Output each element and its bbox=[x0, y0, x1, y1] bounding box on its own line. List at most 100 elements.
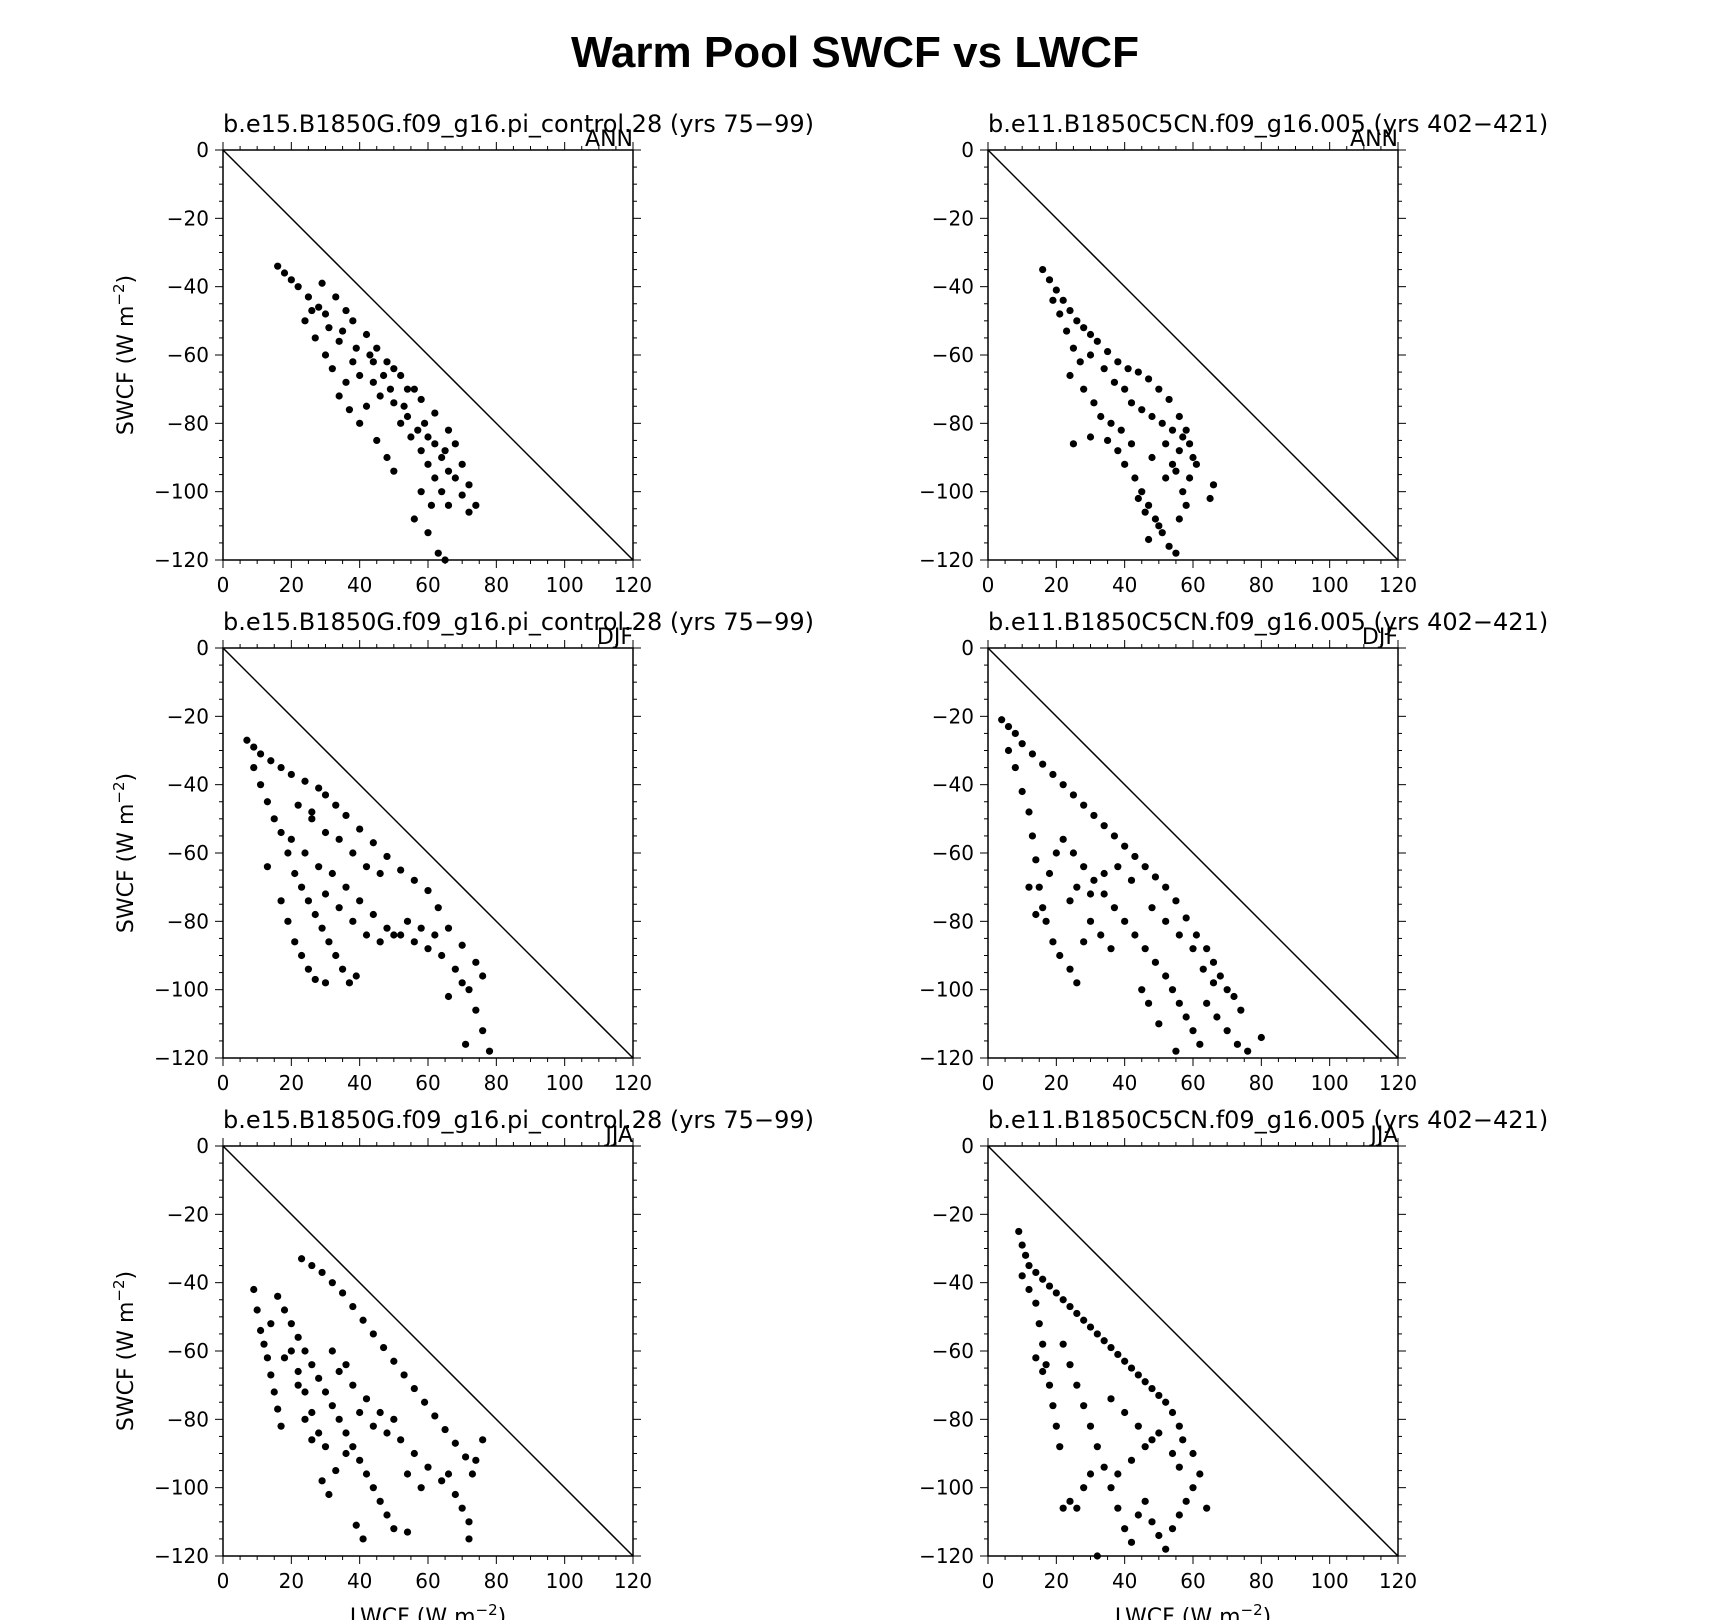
data-point bbox=[400, 1371, 408, 1379]
data-point bbox=[1011, 763, 1019, 772]
y-tick-label: 0 bbox=[961, 636, 974, 660]
data-point bbox=[1052, 849, 1060, 857]
data-point bbox=[1086, 917, 1095, 925]
data-point bbox=[1168, 1449, 1177, 1458]
data-point bbox=[304, 965, 313, 973]
data-point bbox=[342, 1449, 350, 1458]
x-tick-label: 60 bbox=[1180, 1569, 1205, 1593]
data-point bbox=[479, 1027, 487, 1035]
data-point bbox=[1144, 999, 1153, 1007]
data-point bbox=[311, 910, 319, 919]
data-point bbox=[1206, 494, 1214, 503]
season-label: JJA bbox=[603, 1123, 633, 1148]
data-point bbox=[311, 334, 319, 342]
data-point bbox=[461, 1040, 470, 1048]
y-tick-label: −60 bbox=[932, 841, 974, 865]
y-tick-label: −120 bbox=[919, 1544, 974, 1568]
x-tick-label: 40 bbox=[1112, 1071, 1137, 1095]
data-point bbox=[465, 986, 473, 994]
x-tick-label: 80 bbox=[1249, 1071, 1274, 1095]
panel-subtitle: b.e15.B1850G.f09_g16.pi_control.28 (yrs … bbox=[223, 110, 814, 138]
data-point bbox=[332, 1466, 340, 1475]
data-point bbox=[1121, 1408, 1129, 1417]
data-point bbox=[362, 1395, 371, 1403]
data-point bbox=[1114, 1470, 1122, 1478]
data-point bbox=[1199, 965, 1207, 973]
data-point bbox=[356, 1456, 364, 1464]
data-point bbox=[438, 453, 446, 462]
data-point bbox=[1107, 419, 1115, 427]
data-point bbox=[438, 1477, 446, 1485]
data-point bbox=[414, 426, 422, 434]
data-point bbox=[403, 385, 412, 393]
data-point bbox=[1185, 440, 1194, 448]
data-point bbox=[1162, 474, 1170, 482]
data-point bbox=[294, 283, 302, 291]
data-point bbox=[315, 1429, 323, 1437]
x-tick-label: 40 bbox=[1112, 573, 1137, 597]
data-point bbox=[431, 409, 439, 417]
data-point bbox=[263, 863, 272, 871]
data-point bbox=[1121, 917, 1129, 925]
data-point bbox=[373, 344, 381, 352]
data-point bbox=[342, 811, 350, 820]
data-point bbox=[301, 1388, 309, 1396]
data-point bbox=[1018, 1241, 1026, 1249]
y-tick-label: −60 bbox=[932, 1339, 974, 1363]
data-point bbox=[250, 763, 258, 772]
data-point bbox=[1056, 310, 1064, 318]
data-point bbox=[267, 1371, 275, 1379]
data-point bbox=[1025, 883, 1033, 891]
data-point bbox=[359, 1535, 367, 1543]
x-tick-label: 0 bbox=[217, 1569, 230, 1593]
y-tick-label: −40 bbox=[167, 1271, 209, 1295]
data-point bbox=[379, 371, 388, 380]
data-point bbox=[386, 385, 395, 393]
x-tick-label: 40 bbox=[1112, 1569, 1137, 1593]
data-point bbox=[397, 419, 405, 427]
data-point bbox=[1080, 324, 1088, 332]
data-point bbox=[444, 1470, 453, 1478]
data-point bbox=[1056, 1443, 1064, 1451]
data-point bbox=[397, 1436, 405, 1444]
data-point bbox=[1073, 883, 1081, 891]
y-tick-label: −100 bbox=[919, 480, 974, 504]
data-point bbox=[1155, 522, 1163, 530]
data-point bbox=[441, 556, 449, 564]
data-point bbox=[1172, 467, 1180, 475]
data-point bbox=[1165, 395, 1173, 404]
data-point bbox=[390, 399, 398, 407]
data-point bbox=[328, 1347, 336, 1355]
x-tick-label: 60 bbox=[1180, 1071, 1205, 1095]
y-tick-label: −40 bbox=[932, 275, 974, 299]
data-point bbox=[1168, 460, 1177, 468]
data-point bbox=[1141, 1378, 1149, 1386]
data-point bbox=[1141, 1497, 1149, 1505]
data-point bbox=[1257, 1033, 1265, 1042]
data-point bbox=[383, 1429, 391, 1437]
x-axis-label: LWCF (W m−2) bbox=[1115, 1601, 1271, 1620]
data-point bbox=[465, 1518, 473, 1526]
data-point bbox=[349, 917, 357, 925]
data-point bbox=[1141, 508, 1149, 516]
data-point bbox=[407, 433, 415, 441]
data-point bbox=[390, 467, 398, 475]
data-point bbox=[485, 1047, 494, 1055]
data-point bbox=[1155, 1391, 1163, 1400]
data-point bbox=[1162, 917, 1170, 925]
data-point bbox=[1114, 1504, 1122, 1512]
data-point bbox=[458, 460, 466, 468]
data-point bbox=[1049, 1402, 1057, 1410]
data-point bbox=[270, 1388, 278, 1396]
data-point bbox=[1114, 863, 1122, 871]
data-point bbox=[417, 924, 425, 932]
data-point bbox=[444, 467, 453, 475]
data-point bbox=[321, 1443, 330, 1451]
data-point bbox=[366, 351, 374, 359]
data-point bbox=[1114, 447, 1122, 455]
data-point bbox=[1121, 842, 1129, 850]
data-point bbox=[1182, 501, 1190, 509]
data-point bbox=[1100, 822, 1108, 830]
data-point bbox=[1100, 1337, 1108, 1345]
x-tick-label: 20 bbox=[279, 1071, 304, 1095]
